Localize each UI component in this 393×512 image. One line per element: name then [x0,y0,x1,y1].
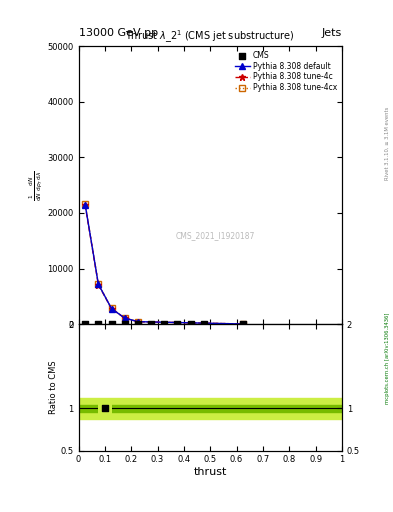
Pythia 8.308 tune-4cx [96,281,101,287]
Pythia 8.308 default [122,315,127,321]
Pythia 8.308 default [136,318,140,325]
Pythia 8.308 default [241,321,246,327]
CMS [135,320,141,328]
CMS [200,320,207,328]
Pythia 8.308 tune-4c [241,321,246,327]
Bar [79,405,342,412]
Legend: CMS, Pythia 8.308 default, Pythia 8.308 tune-4c, Pythia 8.308 tune-4cx: CMS, Pythia 8.308 default, Pythia 8.308 … [232,48,340,95]
CMS [161,320,167,328]
CMS [174,320,180,328]
Y-axis label: $\frac{1}{\mathrm{d}N}\,\frac{\mathrm{d}N}{\mathrm{d}p_{T}\,\mathrm{d}\lambda}$: $\frac{1}{\mathrm{d}N}\,\frac{\mathrm{d}… [28,170,44,201]
Point [102,404,108,413]
Pythia 8.308 tune-4cx [241,321,246,327]
Bar [79,398,342,418]
Line: Pythia 8.308 tune-4c: Pythia 8.308 tune-4c [82,202,247,328]
Pythia 8.308 tune-4cx [109,305,114,311]
CMS [95,320,101,328]
Pythia 8.308 tune-4c [136,318,140,325]
X-axis label: thrust: thrust [194,467,227,477]
Y-axis label: Ratio to CMS: Ratio to CMS [49,360,58,414]
Point [102,404,108,413]
Pythia 8.308 tune-4c [83,202,88,208]
CMS [82,320,88,328]
CMS [187,320,194,328]
Pythia 8.308 tune-4cx [83,201,88,207]
Pythia 8.308 tune-4cx [136,318,140,325]
Text: Jets: Jets [321,28,342,38]
CMS [121,320,128,328]
Line: Pythia 8.308 default: Pythia 8.308 default [83,202,246,327]
Pythia 8.308 default [83,202,88,208]
Text: 13000 GeV pp: 13000 GeV pp [79,28,158,38]
Text: CMS_2021_I1920187: CMS_2021_I1920187 [176,231,255,240]
CMS [148,320,154,328]
Pythia 8.308 tune-4cx [122,315,127,321]
Pythia 8.308 tune-4c [122,315,127,321]
Text: Rivet 3.1.10, ≥ 3.1M events: Rivet 3.1.10, ≥ 3.1M events [385,106,389,180]
CMS [240,320,246,328]
Pythia 8.308 tune-4c [96,282,101,288]
Pythia 8.308 tune-4c [109,306,114,312]
Title: Thrust $\lambda$_2$^1$ (CMS jet substructure): Thrust $\lambda$_2$^1$ (CMS jet substruc… [125,29,295,46]
CMS [108,320,115,328]
Pythia 8.308 default [109,306,114,312]
Text: mcplots.cern.ch [arXiv:1306.3436]: mcplots.cern.ch [arXiv:1306.3436] [385,313,389,404]
Line: Pythia 8.308 tune-4cx: Pythia 8.308 tune-4cx [83,201,246,327]
Pythia 8.308 default [96,281,101,287]
